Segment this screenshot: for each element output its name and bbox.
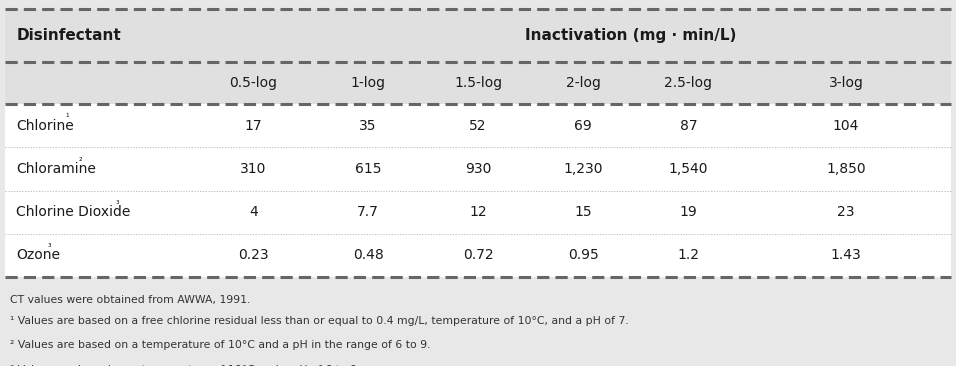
Text: 23: 23 [837, 205, 855, 219]
Text: ¹ Values are based on a free chlorine residual less than or equal to 0.4 mg/L, t: ¹ Values are based on a free chlorine re… [10, 316, 628, 326]
Text: 1,540: 1,540 [668, 162, 708, 176]
Text: Chlorine: Chlorine [16, 119, 74, 133]
Text: Disinfectant: Disinfectant [16, 28, 121, 43]
Text: 12: 12 [469, 205, 487, 219]
Text: 2.5-log: 2.5-log [664, 76, 712, 90]
Text: ¹: ¹ [66, 113, 70, 122]
Text: CT values were obtained from AWWA, 1991.: CT values were obtained from AWWA, 1991. [10, 295, 250, 305]
Text: ³: ³ [47, 243, 51, 252]
Text: 1-log: 1-log [351, 76, 385, 90]
Text: 104: 104 [833, 119, 859, 133]
Text: ³ Values are based on a temperature of 10°C and a pH of 6 to 9.: ³ Values are based on a temperature of 1… [10, 365, 360, 366]
Text: 19: 19 [680, 205, 697, 219]
Text: Chlorine Dioxide: Chlorine Dioxide [16, 205, 131, 219]
Text: 0.48: 0.48 [353, 249, 383, 262]
Text: ² Values are based on a temperature of 10°C and a pH in the range of 6 to 9.: ² Values are based on a temperature of 1… [10, 340, 430, 350]
Text: 1.2: 1.2 [677, 249, 700, 262]
Text: 2-log: 2-log [566, 76, 600, 90]
Text: 1,230: 1,230 [563, 162, 603, 176]
Text: 0.72: 0.72 [463, 249, 493, 262]
Text: 930: 930 [465, 162, 491, 176]
Text: 52: 52 [469, 119, 487, 133]
Text: 3-log: 3-log [829, 76, 863, 90]
Text: 17: 17 [245, 119, 262, 133]
Text: 0.95: 0.95 [568, 249, 598, 262]
Text: 7.7: 7.7 [358, 205, 379, 219]
Text: 15: 15 [575, 205, 592, 219]
Text: 35: 35 [359, 119, 377, 133]
Text: 87: 87 [680, 119, 697, 133]
Text: Inactivation (mg · min/L): Inactivation (mg · min/L) [525, 28, 737, 43]
Text: Chloramine: Chloramine [16, 162, 97, 176]
Text: 1.43: 1.43 [831, 249, 861, 262]
Bar [5, 9, 951, 277]
Text: 69: 69 [575, 119, 592, 133]
Text: 615: 615 [355, 162, 381, 176]
Text: ²: ² [78, 157, 82, 165]
Text: Ozone: Ozone [16, 249, 60, 262]
Bar [5, 9, 951, 104]
Text: 1.5-log: 1.5-log [454, 76, 502, 90]
Text: 1,850: 1,850 [826, 162, 866, 176]
Text: 4: 4 [249, 205, 258, 219]
Text: 310: 310 [240, 162, 267, 176]
Text: 0.5-log: 0.5-log [229, 76, 277, 90]
Text: ³: ³ [116, 200, 120, 209]
Text: 0.23: 0.23 [238, 249, 269, 262]
